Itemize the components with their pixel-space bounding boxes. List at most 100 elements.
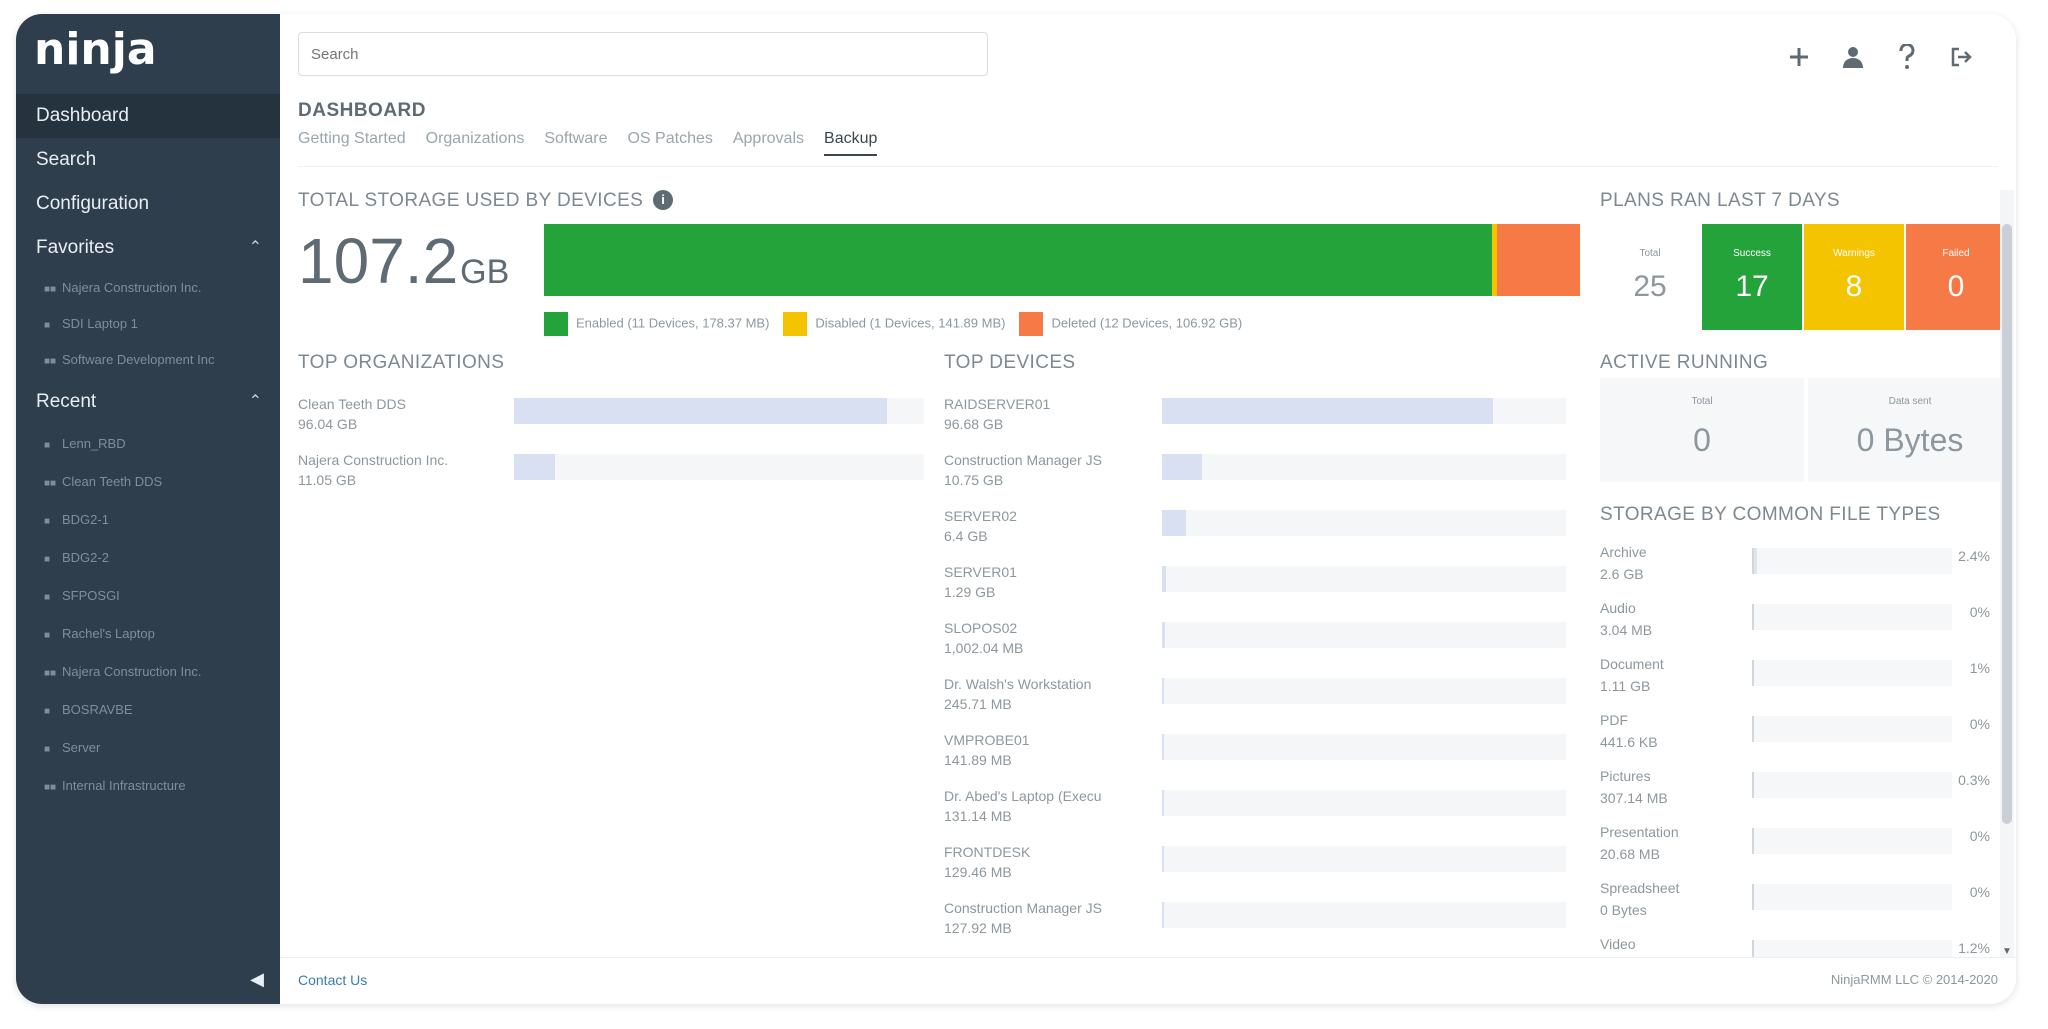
recent-item[interactable]: ■ BOSRAVBE [44,696,133,724]
file-type-row[interactable]: Document 1.11 GB 1% [1600,656,2000,712]
item-size: 141.89 MB [944,752,1012,768]
list-item[interactable]: Construction Manager JS 127.92 MB [944,900,1566,950]
list-item[interactable]: Najera Construction Inc. 11.05 GB [298,452,924,502]
list-item[interactable]: Dr. Abed's Laptop (Execu 131.14 MB [944,788,1566,838]
recent-item[interactable]: ■ Server [44,734,100,762]
info-icon[interactable]: i [653,190,674,210]
plan-failed-box[interactable]: Failed 0 [1906,224,2006,330]
tab-getting-started[interactable]: Getting Started [298,130,406,147]
scroll-down-icon[interactable]: ▼ [2002,946,2012,957]
help-icon[interactable] [1880,40,1934,71]
recent-item[interactable]: ■ BDG2-2 [44,544,109,572]
plan-total-box[interactable]: Total 25 [1600,224,1700,330]
device-icon: ■ [44,554,51,565]
favorite-item-label: Software Development Inc [62,352,215,367]
favorite-item-label: SDI Laptop 1 [62,316,138,331]
active-total-value: 0 [1693,422,1711,458]
total-storage-number: 107.2 [298,225,459,297]
recent-item[interactable]: ■ Lenn_RBD [44,430,126,458]
device-icon: ■ [44,516,51,527]
list-item[interactable]: FRONTDESK 129.46 MB [944,844,1566,894]
legend-label: Disabled (1 Devices, 141.89 MB) [815,315,1006,331]
file-type-percent: 0% [1969,716,1990,732]
recent-header[interactable]: Recent ⌃ [16,380,280,424]
item-size: 245.71 MB [944,696,1012,712]
recent-item[interactable]: ■■ Clean Teeth DDS [44,468,162,496]
bar-fill [1162,678,1164,704]
bar-track [1162,398,1566,424]
list-item[interactable]: SERVER01 1.29 GB [944,564,1566,614]
file-type-row[interactable]: Archive 2.6 GB 2.4% [1600,544,2000,600]
scrollbar-thumb[interactable] [2002,224,2012,824]
file-type-bar-track [1752,884,1952,910]
segment-disabled[interactable] [1491,224,1498,296]
favorite-item[interactable]: ■ SDI Laptop 1 [44,310,138,338]
plan-success-box[interactable]: Success 17 [1702,224,1802,330]
file-type-name: Spreadsheet [1600,880,1680,896]
device-icon: ■ [44,706,51,717]
file-type-name: Pictures [1600,768,1651,784]
logout-icon[interactable] [1934,40,1988,71]
list-item[interactable]: Construction Manager JS 10.75 GB [944,452,1566,502]
item-name: Construction Manager JS [944,900,1102,916]
tab-os-patches[interactable]: OS Patches [627,130,713,147]
active-running-title: ACTIVE RUNNING [1600,352,1769,373]
recent-item[interactable]: ■■ Internal Infrastructure [44,772,186,800]
recent-item[interactable]: ■ SFPOSGI [44,582,120,610]
plan-warnings-box[interactable]: Warnings 8 [1804,224,1904,330]
file-type-bar-track [1752,716,1952,742]
recent-item[interactable]: ■ BDG2-1 [44,506,109,534]
recent-item[interactable]: ■ Rachel's Laptop [44,620,155,648]
legend-deleted: Deleted (12 Devices, 106.92 GB) [1019,312,1242,336]
nav-search[interactable]: Search [36,149,97,170]
tab-backup[interactable]: Backup [824,130,878,156]
chevron-up-icon[interactable]: ⌃ [248,239,262,256]
bar-track [514,454,924,480]
list-item[interactable]: SLOPOS02 1,002.04 MB [944,620,1566,670]
favorite-item[interactable]: ■■ Najera Construction Inc. [44,274,201,302]
legend-enabled: Enabled (11 Devices, 178.37 MB) [544,312,769,336]
search-input[interactable] [298,32,988,76]
file-type-row[interactable]: Presentation 20.68 MB 0% [1600,824,2000,880]
file-type-bar-fill [1752,660,1754,686]
bar-track [1162,846,1566,872]
collapse-sidebar-icon[interactable]: ◀ [250,969,264,989]
list-item[interactable]: SERVER02 6.4 GB [944,508,1566,558]
item-name: Dr. Abed's Laptop (Execu [944,788,1102,804]
file-type-row[interactable]: Pictures 307.14 MB 0.3% [1600,768,2000,824]
file-type-bar-fill [1752,940,1755,966]
plus-icon[interactable] [1772,40,1826,71]
chevron-up-icon[interactable]: ⌃ [248,393,262,410]
active-total-label: Total [1691,396,1713,407]
file-type-percent: 0% [1969,884,1990,900]
favorite-item[interactable]: ■■ Software Development Inc [44,346,214,374]
plan-box-label: Failed [1942,248,1970,259]
file-type-row[interactable]: PDF 441.6 KB 0% [1600,712,2000,768]
file-type-bar-fill [1752,716,1754,742]
favorites-header[interactable]: Favorites ⌃ [16,226,280,270]
tab-approvals[interactable]: Approvals [732,130,805,147]
contact-us-link[interactable]: Contact Us [298,972,368,988]
list-item[interactable]: Clean Teeth DDS 96.04 GB [298,396,924,446]
segment-enabled[interactable] [544,224,1492,296]
segment-deleted[interactable] [1497,224,1580,296]
file-type-row[interactable]: Audio 3.04 MB 0% [1600,600,2000,656]
list-item[interactable]: VMPROBE01 141.89 MB [944,732,1566,782]
dashboard-tabs: Getting Started Organizations Software OS P… [298,130,897,156]
tab-organizations[interactable]: Organizations [425,130,525,147]
scrollbar[interactable] [2000,190,2014,960]
file-type-percent: 1% [1969,660,1990,676]
tab-software[interactable]: Software [544,130,608,147]
recent-item[interactable]: ■■ Najera Construction Inc. [44,658,201,686]
list-item[interactable]: RAIDSERVER01 96.68 GB [944,396,1566,446]
device-icon: ■ [44,592,51,603]
nav-dashboard[interactable]: Dashboard [16,94,280,138]
plan-box-label: Total [1639,248,1661,259]
legend-swatch-disabled [783,312,808,336]
list-item[interactable]: Dr. Walsh's Workstation 245.71 MB [944,676,1566,726]
ninja-logo[interactable]: ninja [34,24,157,75]
recent-item-label: BDG2-1 [62,512,109,527]
nav-configuration[interactable]: Configuration [36,193,150,214]
user-icon[interactable] [1826,40,1880,71]
file-type-row[interactable]: Spreadsheet 0 Bytes 0% [1600,880,2000,936]
